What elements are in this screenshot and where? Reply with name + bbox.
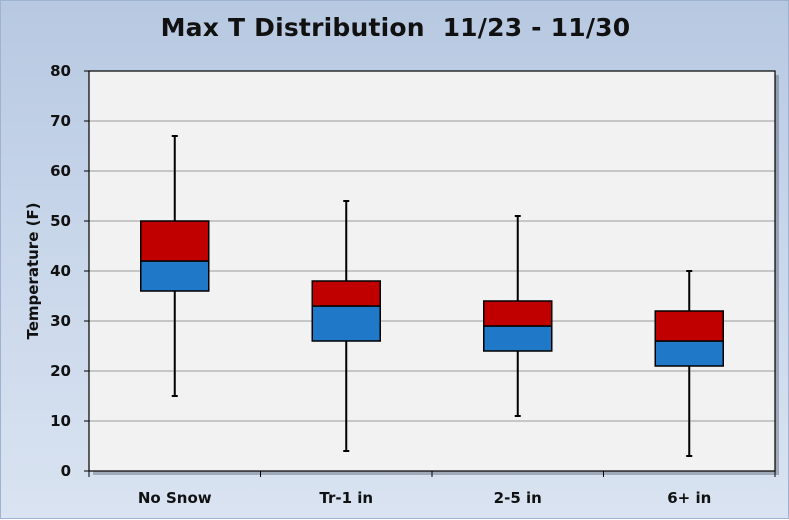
y-tick-label: 30 — [50, 312, 71, 330]
box-upper — [654, 310, 724, 342]
y-tick-label: 50 — [50, 212, 71, 230]
x-tick-label: No Snow — [138, 489, 212, 507]
box-upper — [140, 220, 210, 262]
box-upper — [483, 300, 553, 327]
box-upper — [311, 280, 381, 307]
y-tick-label: 80 — [50, 62, 71, 80]
x-tick-label: 6+ in — [667, 489, 711, 507]
chart-title: Max T Distribution 11/23 - 11/30 — [160, 13, 631, 42]
box-lower — [311, 305, 381, 342]
y-tick-label: 20 — [50, 362, 71, 380]
box-lower — [140, 260, 210, 292]
x-tick-label: Tr-1 in — [319, 489, 373, 507]
y-tick-label: 70 — [50, 112, 71, 130]
box-lower — [483, 325, 553, 352]
y-tick-label: 40 — [50, 262, 71, 280]
y-tick-label: 60 — [50, 162, 71, 180]
box-lower — [654, 340, 724, 367]
x-tick-label: 2-5 in — [494, 489, 542, 507]
y-tick-label: 10 — [50, 412, 71, 430]
y-axis-label: Temperature (F) — [24, 202, 42, 339]
y-tick-label: 0 — [61, 462, 71, 480]
